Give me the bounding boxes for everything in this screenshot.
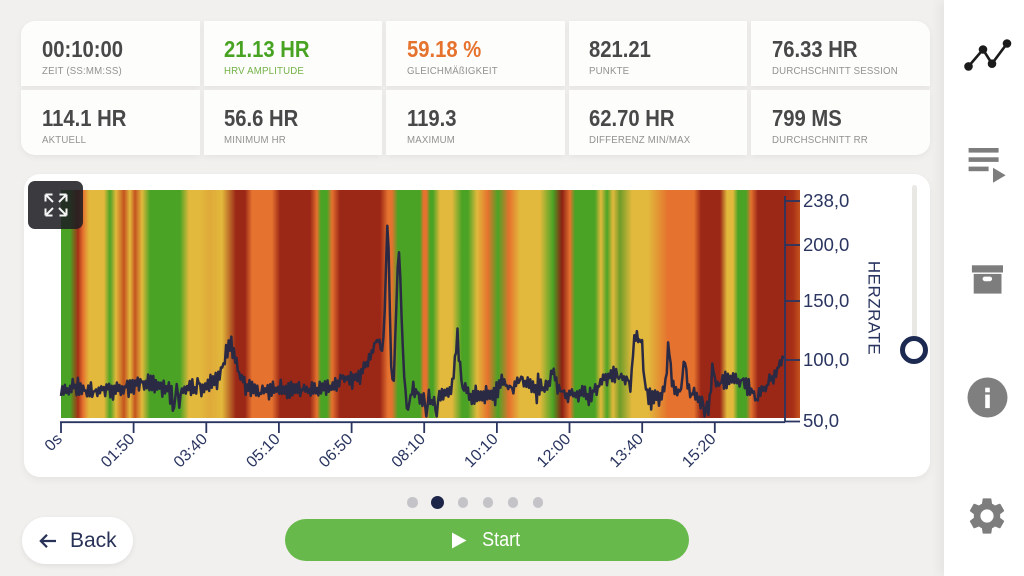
- svg-text:03:40: 03:40: [171, 431, 211, 471]
- svg-text:05:10: 05:10: [243, 431, 283, 471]
- svg-text:150,0: 150,0: [803, 290, 849, 311]
- svg-text:238,0: 238,0: [803, 190, 849, 211]
- svg-text:12:00: 12:00: [534, 431, 574, 471]
- svg-text:50,0: 50,0: [803, 410, 839, 431]
- svg-text:15:20: 15:20: [679, 431, 719, 471]
- svg-text:0s: 0s: [42, 431, 66, 455]
- svg-text:100,0: 100,0: [803, 349, 849, 370]
- svg-text:08:10: 08:10: [389, 431, 429, 471]
- svg-text:200,0: 200,0: [803, 234, 849, 255]
- svg-text:HERZRATE: HERZRATE: [865, 261, 884, 355]
- svg-text:06:50: 06:50: [316, 431, 356, 471]
- svg-text:13:40: 13:40: [607, 431, 647, 471]
- svg-text:01:50: 01:50: [98, 431, 138, 471]
- svg-text:10:10: 10:10: [461, 431, 501, 471]
